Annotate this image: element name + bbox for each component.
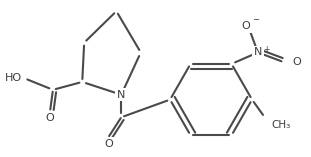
Text: O: O (104, 139, 113, 149)
Text: O: O (242, 21, 251, 31)
Text: −: − (252, 16, 259, 24)
Text: HO: HO (5, 73, 22, 83)
Text: O: O (46, 113, 54, 123)
Text: N: N (117, 90, 125, 100)
Text: N: N (254, 47, 262, 57)
Text: +: + (263, 45, 269, 54)
Text: O: O (292, 57, 301, 67)
Text: CH₃: CH₃ (272, 120, 291, 130)
